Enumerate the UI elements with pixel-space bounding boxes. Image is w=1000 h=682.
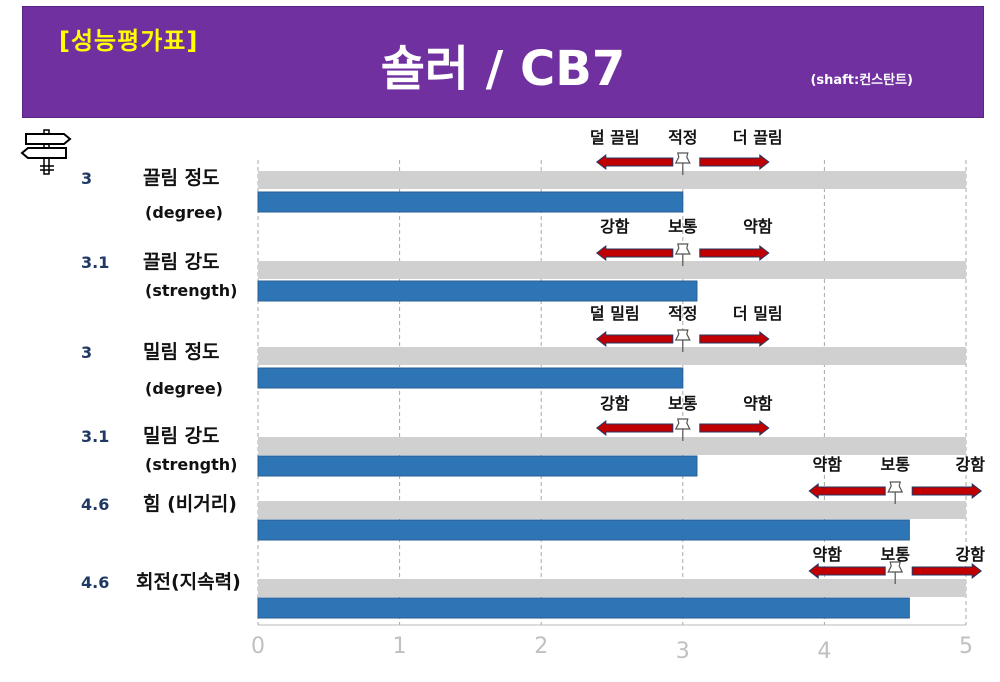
- scale-track: [258, 501, 966, 519]
- row-sublabel: (strength): [145, 281, 237, 300]
- scale-left-label: 강함: [600, 217, 630, 236]
- scale-track: [258, 437, 966, 455]
- left-arrow-icon: [808, 562, 886, 580]
- right-arrow-icon: [911, 482, 983, 500]
- pushpin-icon: [674, 329, 691, 352]
- scale-center-label: 적정: [668, 128, 697, 147]
- row-value-label: 3.1: [81, 253, 109, 272]
- header-banner: [성능평가표] 숄러 / CB7 (shaft:컨스탄트): [22, 6, 984, 118]
- x-tick-label: 4: [817, 639, 831, 664]
- scale-left-label: 덜 끌림: [590, 128, 640, 147]
- right-arrow-icon: [699, 419, 770, 437]
- left-arrow-icon: [595, 419, 674, 437]
- row-value-label: 3: [81, 343, 92, 362]
- left-arrow-icon: [595, 330, 674, 348]
- scale-right-label: 강함: [955, 455, 985, 474]
- scale-center-label: 보통: [880, 545, 910, 564]
- row-label: 회전(지속력): [136, 571, 241, 593]
- left-arrow-icon: [808, 482, 886, 500]
- row-value-label: 3: [81, 169, 92, 188]
- scale-center-label: 보통: [668, 217, 698, 236]
- row-label: 힘 (비거리): [143, 493, 237, 515]
- left-arrow-icon: [595, 244, 674, 262]
- scale-right-label: 강함: [955, 545, 985, 564]
- right-arrow-icon: [699, 244, 770, 262]
- x-tick-label: 1: [393, 634, 407, 659]
- pushpin-icon: [674, 152, 691, 175]
- right-arrow-icon: [911, 562, 983, 580]
- scale-left-label: 덜 밀림: [590, 304, 640, 323]
- scale-center-label: 보통: [880, 455, 910, 474]
- scale-left-label: 약함: [812, 455, 842, 474]
- page-title: 숄러 / CB7: [380, 41, 626, 97]
- row-sublabel: (degree): [145, 203, 223, 222]
- signpost-icon: [20, 129, 72, 175]
- row-label: 밀림 정도: [143, 341, 220, 363]
- row-value-label: 4.6: [81, 573, 109, 592]
- row-label: 끌림 강도: [143, 251, 220, 273]
- scale-right-label: 약함: [743, 217, 773, 236]
- value-bar: [257, 280, 698, 302]
- x-tick-label: 5: [959, 634, 973, 659]
- scale-center-label: 적정: [668, 304, 697, 323]
- row-value-label: 3.1: [81, 427, 109, 446]
- scale-left-label: 약함: [812, 545, 842, 564]
- scale-right-label: 약함: [743, 394, 773, 413]
- row-value-label: 4.6: [81, 495, 109, 514]
- value-bar: [257, 597, 910, 619]
- row-sublabel: (strength): [145, 455, 237, 474]
- scale-track: [258, 261, 966, 279]
- scale-center-label: 보통: [668, 394, 698, 413]
- pushpin-icon: [674, 418, 691, 441]
- value-bar: [257, 367, 684, 389]
- scale-right-label: 더 끌림: [733, 128, 783, 147]
- pushpin-icon: [674, 243, 691, 266]
- left-arrow-icon: [595, 153, 674, 171]
- scale-track: [258, 171, 966, 189]
- right-arrow-icon: [699, 330, 770, 348]
- row-label: 끌림 정도: [143, 167, 220, 189]
- value-bar: [257, 191, 684, 213]
- pushpin-icon: [887, 561, 904, 584]
- x-tick-label: 3: [676, 639, 690, 664]
- scale-track: [258, 579, 966, 597]
- right-arrow-icon: [699, 153, 770, 171]
- shaft-subtitle: (shaft:컨스탄트): [810, 73, 913, 88]
- evaluation-tag: [성능평가표]: [59, 27, 199, 55]
- x-tick-label: 2: [534, 634, 548, 659]
- scale-left-label: 강함: [600, 394, 630, 413]
- x-tick-label: 0: [251, 634, 265, 659]
- scale-track: [258, 347, 966, 365]
- row-label: 밀림 강도: [143, 425, 220, 447]
- pushpin-icon: [887, 481, 904, 504]
- row-sublabel: (degree): [145, 379, 223, 398]
- value-bar: [257, 455, 698, 477]
- scale-right-label: 더 밀림: [733, 304, 783, 323]
- value-bar: [257, 519, 910, 541]
